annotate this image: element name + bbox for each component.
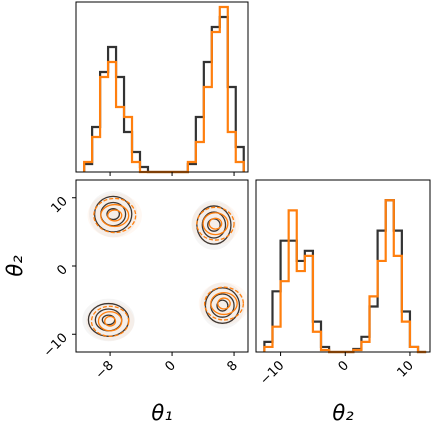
- histogram-step: [263, 199, 427, 354]
- plot-frame: [75, 179, 249, 353]
- density-glow: [191, 202, 240, 245]
- x-tick-label: 10: [394, 358, 416, 380]
- x-tick-label: −10: [257, 358, 287, 388]
- histogram-step: [83, 5, 245, 174]
- contour-line: [106, 208, 121, 221]
- contour-line: [204, 287, 241, 324]
- contour-line: [100, 203, 130, 228]
- contour-line: [97, 311, 123, 332]
- x-axis-label: θ₁: [151, 401, 172, 425]
- contour-line: [196, 205, 232, 245]
- contour-line: [208, 217, 223, 230]
- contour-line: [90, 305, 130, 337]
- density-glow: [191, 200, 237, 250]
- plot-frame: [75, 1, 249, 173]
- contour-line: [104, 315, 117, 327]
- density-glow: [87, 193, 142, 238]
- y-tick-label: 10: [49, 194, 71, 216]
- contour-line: [201, 211, 227, 239]
- x-axis-label: θ₂: [332, 401, 354, 425]
- y-tick-label: 0: [54, 262, 70, 278]
- histogram-step: [83, 15, 245, 174]
- y-tick-label: −10: [41, 330, 71, 360]
- contour-line: [107, 209, 123, 222]
- contour-line: [203, 286, 245, 321]
- contour-line: [196, 206, 235, 241]
- x-tick-label: −8: [93, 358, 117, 382]
- contour-line: [217, 297, 231, 310]
- contour-line: [93, 197, 137, 234]
- density-glow: [200, 282, 245, 329]
- x-tick-label: 0: [336, 358, 352, 374]
- plot-frame: [255, 179, 431, 353]
- contour-line: [210, 291, 238, 316]
- density-glow: [198, 282, 250, 325]
- contour-line: [202, 212, 229, 236]
- contour-line: [216, 299, 229, 312]
- x-tick-label: 8: [224, 358, 240, 374]
- density-glow: [85, 301, 135, 341]
- y-axis-label: θ₂: [3, 255, 27, 277]
- x-tick-label: 0: [162, 358, 178, 374]
